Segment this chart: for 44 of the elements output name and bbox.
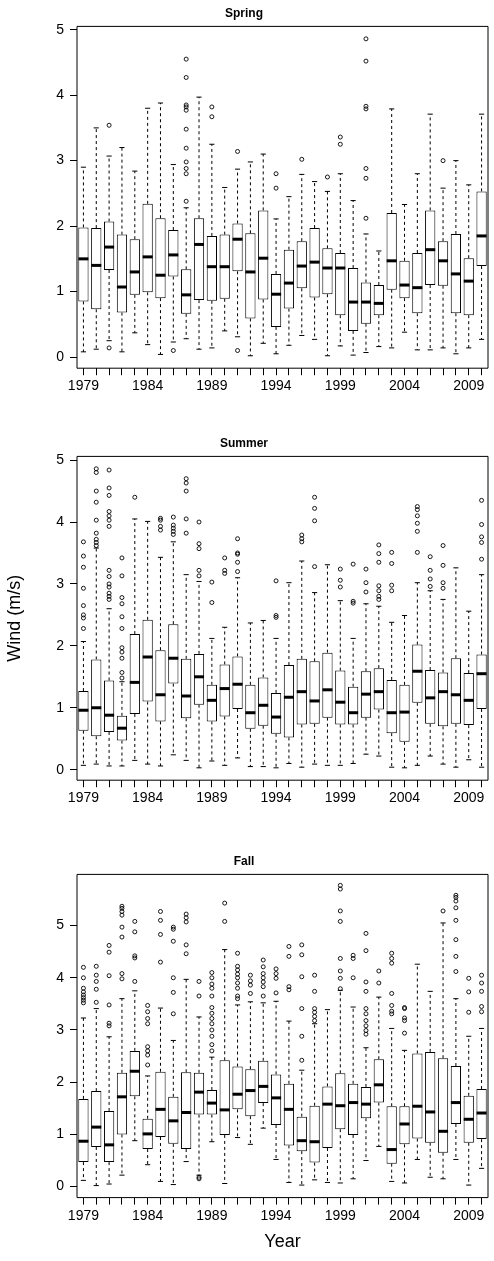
x-tick-label: 1979	[67, 377, 100, 394]
x-tick-label: 1999	[324, 789, 357, 806]
x-tick-label: 1984	[132, 789, 164, 806]
x-tick-label: 1984	[132, 377, 164, 394]
x-tick-label: 1999	[324, 377, 357, 394]
chart-title: Fall	[233, 853, 255, 868]
x-tick-label: 1994	[260, 377, 292, 394]
y-tick-label: 3	[56, 151, 65, 168]
y-tick-label: 3	[56, 1020, 65, 1037]
y-tick-label: 5	[56, 20, 65, 37]
x-tick-label: 2004	[388, 377, 421, 394]
x-tick-label: 2009	[453, 1206, 485, 1223]
y-tick-label: 0	[56, 760, 65, 777]
y-tick-label: 3	[56, 574, 65, 591]
x-tick-label: 1994	[260, 1206, 292, 1223]
y-tick-label: 5	[56, 916, 65, 933]
x-tick-label: 2009	[453, 377, 485, 394]
x-tick-label: 2009	[453, 789, 485, 806]
y-tick-label: 4	[56, 86, 65, 103]
x-tick-label: 2004	[388, 1206, 421, 1223]
y-tick-label: 1	[56, 698, 65, 715]
x-tick-label: 1989	[196, 1206, 228, 1223]
x-axis-title: Year	[264, 1231, 301, 1252]
y-tick-label: 0	[56, 1177, 65, 1194]
x-tick-label: 2004	[388, 789, 421, 806]
x-tick-label: 1999	[324, 1206, 357, 1223]
y-tick-label: 1	[56, 282, 65, 299]
y-tick-label: 2	[56, 636, 65, 653]
y-tick-label: 2	[56, 216, 65, 233]
y-tick-label: 4	[56, 968, 65, 985]
x-tick-label: 1984	[132, 1206, 164, 1223]
x-tick-label: 1994	[260, 789, 292, 806]
y-tick-label: 0	[56, 347, 65, 364]
x-tick-label: 1989	[196, 789, 228, 806]
x-tick-label: 1979	[67, 1206, 100, 1223]
chart-title: Spring	[225, 5, 263, 20]
y-axis-title: Wind (m/s)	[3, 574, 24, 662]
y-tick-label: 2	[56, 1073, 65, 1090]
x-tick-label: 1979	[67, 789, 100, 806]
y-tick-label: 4	[56, 512, 65, 529]
y-tick-label: 5	[56, 450, 65, 467]
x-tick-label: 1989	[196, 377, 228, 394]
y-tick-label: 1	[56, 1125, 65, 1142]
chart-title: Summer	[219, 435, 269, 450]
